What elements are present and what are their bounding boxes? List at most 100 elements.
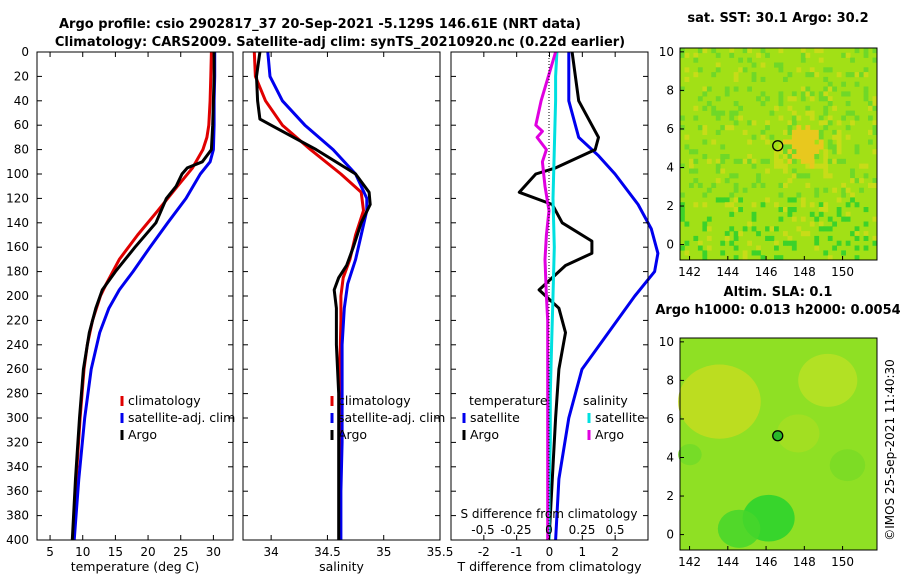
heatmap-cell (711, 182, 717, 188)
heatmap-cell (832, 86, 837, 92)
series-line-salinity-argo (534, 51, 558, 540)
heatmap-cell (706, 86, 712, 92)
heatmap-cell (751, 216, 757, 222)
heatmap-cell (818, 211, 824, 217)
heatmap-cell (863, 52, 869, 58)
heatmap-cell (756, 52, 761, 58)
heatmap-cell (693, 158, 699, 164)
heatmap-cell (733, 197, 739, 203)
heatmap-cell (774, 202, 779, 208)
heatmap-cell (827, 96, 833, 102)
heatmap-cell (805, 144, 811, 150)
heatmap-cell (836, 240, 842, 246)
legend-satellite-adj-clim: satellite-adj. clim (128, 410, 235, 425)
heatmap-cell (729, 110, 735, 116)
heatmap-cell (814, 245, 820, 251)
heatmap-cell (756, 173, 761, 179)
heatmap-cell (850, 173, 855, 179)
heatmap-cell (787, 149, 793, 155)
heatmap-cell (747, 86, 752, 92)
heatmap-cell (800, 173, 806, 179)
x-tick-label: 25 (173, 545, 188, 559)
heatmap-cell (845, 211, 851, 217)
heatmap-cell (747, 158, 752, 164)
sla-field-blob (798, 353, 858, 407)
heatmap-cell (751, 250, 757, 256)
x-axis-label: salinity (319, 559, 364, 574)
heatmap-cell (733, 76, 739, 82)
heatmap-cell (814, 149, 820, 155)
heatmap-cell (724, 231, 730, 237)
heatmap-cell (787, 207, 793, 213)
heatmap-cell (706, 245, 712, 251)
heatmap-cell (832, 134, 837, 140)
y-tick-label: 0 (21, 45, 29, 59)
heatmap-cell (827, 101, 833, 107)
heatmap-cell (733, 86, 739, 92)
heatmap-cell (850, 120, 855, 126)
heatmap-cell (832, 144, 837, 150)
heatmap-cell (823, 96, 829, 102)
heatmap-cell (832, 149, 837, 155)
heatmap-cell (715, 115, 721, 121)
heatmap-cell (800, 96, 806, 102)
heatmap-cell (706, 187, 712, 193)
heatmap-cell (778, 67, 784, 73)
x-tick-label: 148 (793, 555, 816, 569)
sla-title-line1: Altim. SLA: 0.1 (724, 285, 833, 300)
heatmap-cell (720, 125, 726, 131)
heatmap-cell (783, 144, 788, 150)
heatmap-cell (729, 48, 735, 54)
heatmap-cell (684, 76, 690, 82)
heatmap-cell (774, 240, 779, 246)
heatmap-cell (733, 173, 739, 179)
heatmap-cell (787, 96, 793, 102)
heatmap-cell (733, 101, 739, 107)
heatmap-cell (809, 96, 815, 102)
heatmap-cell (845, 240, 851, 246)
heatmap-cell (733, 182, 739, 188)
x-axis-label: T difference from climatology (456, 559, 642, 574)
x-axis-label: temperature (deg C) (71, 559, 200, 574)
heatmap-cell (814, 216, 820, 222)
heatmap-cell (689, 158, 694, 164)
heatmap-cell (841, 81, 846, 87)
heatmap-cell (814, 72, 820, 78)
heatmap-cell (680, 86, 685, 92)
heatmap-cell (814, 154, 820, 160)
heatmap-cell (729, 173, 735, 179)
heatmap-cell (720, 110, 726, 116)
heatmap-cell (756, 178, 761, 184)
heatmap-cell (791, 134, 797, 140)
heatmap-cell (778, 192, 784, 198)
x-tick-label: 34 (264, 545, 279, 559)
heatmap-cell (787, 144, 793, 150)
heatmap-cell (787, 154, 793, 160)
heatmap-cell (805, 231, 811, 237)
heatmap-cell (774, 62, 779, 68)
heatmap-cell (765, 235, 770, 241)
heatmap-cell (850, 110, 855, 116)
legend-temp-satellite: satellite (470, 410, 520, 425)
heatmap-cell (818, 134, 824, 140)
heatmap-cell (680, 216, 685, 222)
heatmap-cell (778, 91, 784, 97)
heatmap-cell (850, 168, 855, 174)
heatmap-cell (809, 221, 815, 227)
heatmap-cell (680, 52, 685, 58)
heatmap-cell (715, 178, 721, 184)
heatmap-cell (702, 250, 708, 256)
heatmap-cell (818, 57, 824, 63)
series-line-climatology (72, 51, 213, 541)
sla-field-blob (776, 414, 820, 453)
heatmap-cell (760, 62, 766, 68)
heatmap-cell (818, 163, 824, 169)
heatmap-cell (778, 182, 784, 188)
heatmap-cell (751, 62, 757, 68)
heatmap-cell (715, 158, 721, 164)
heatmap-cell (724, 197, 730, 203)
heatmap-cell (818, 96, 824, 102)
heatmap-cell (760, 134, 766, 140)
heatmap-cell (872, 235, 878, 241)
